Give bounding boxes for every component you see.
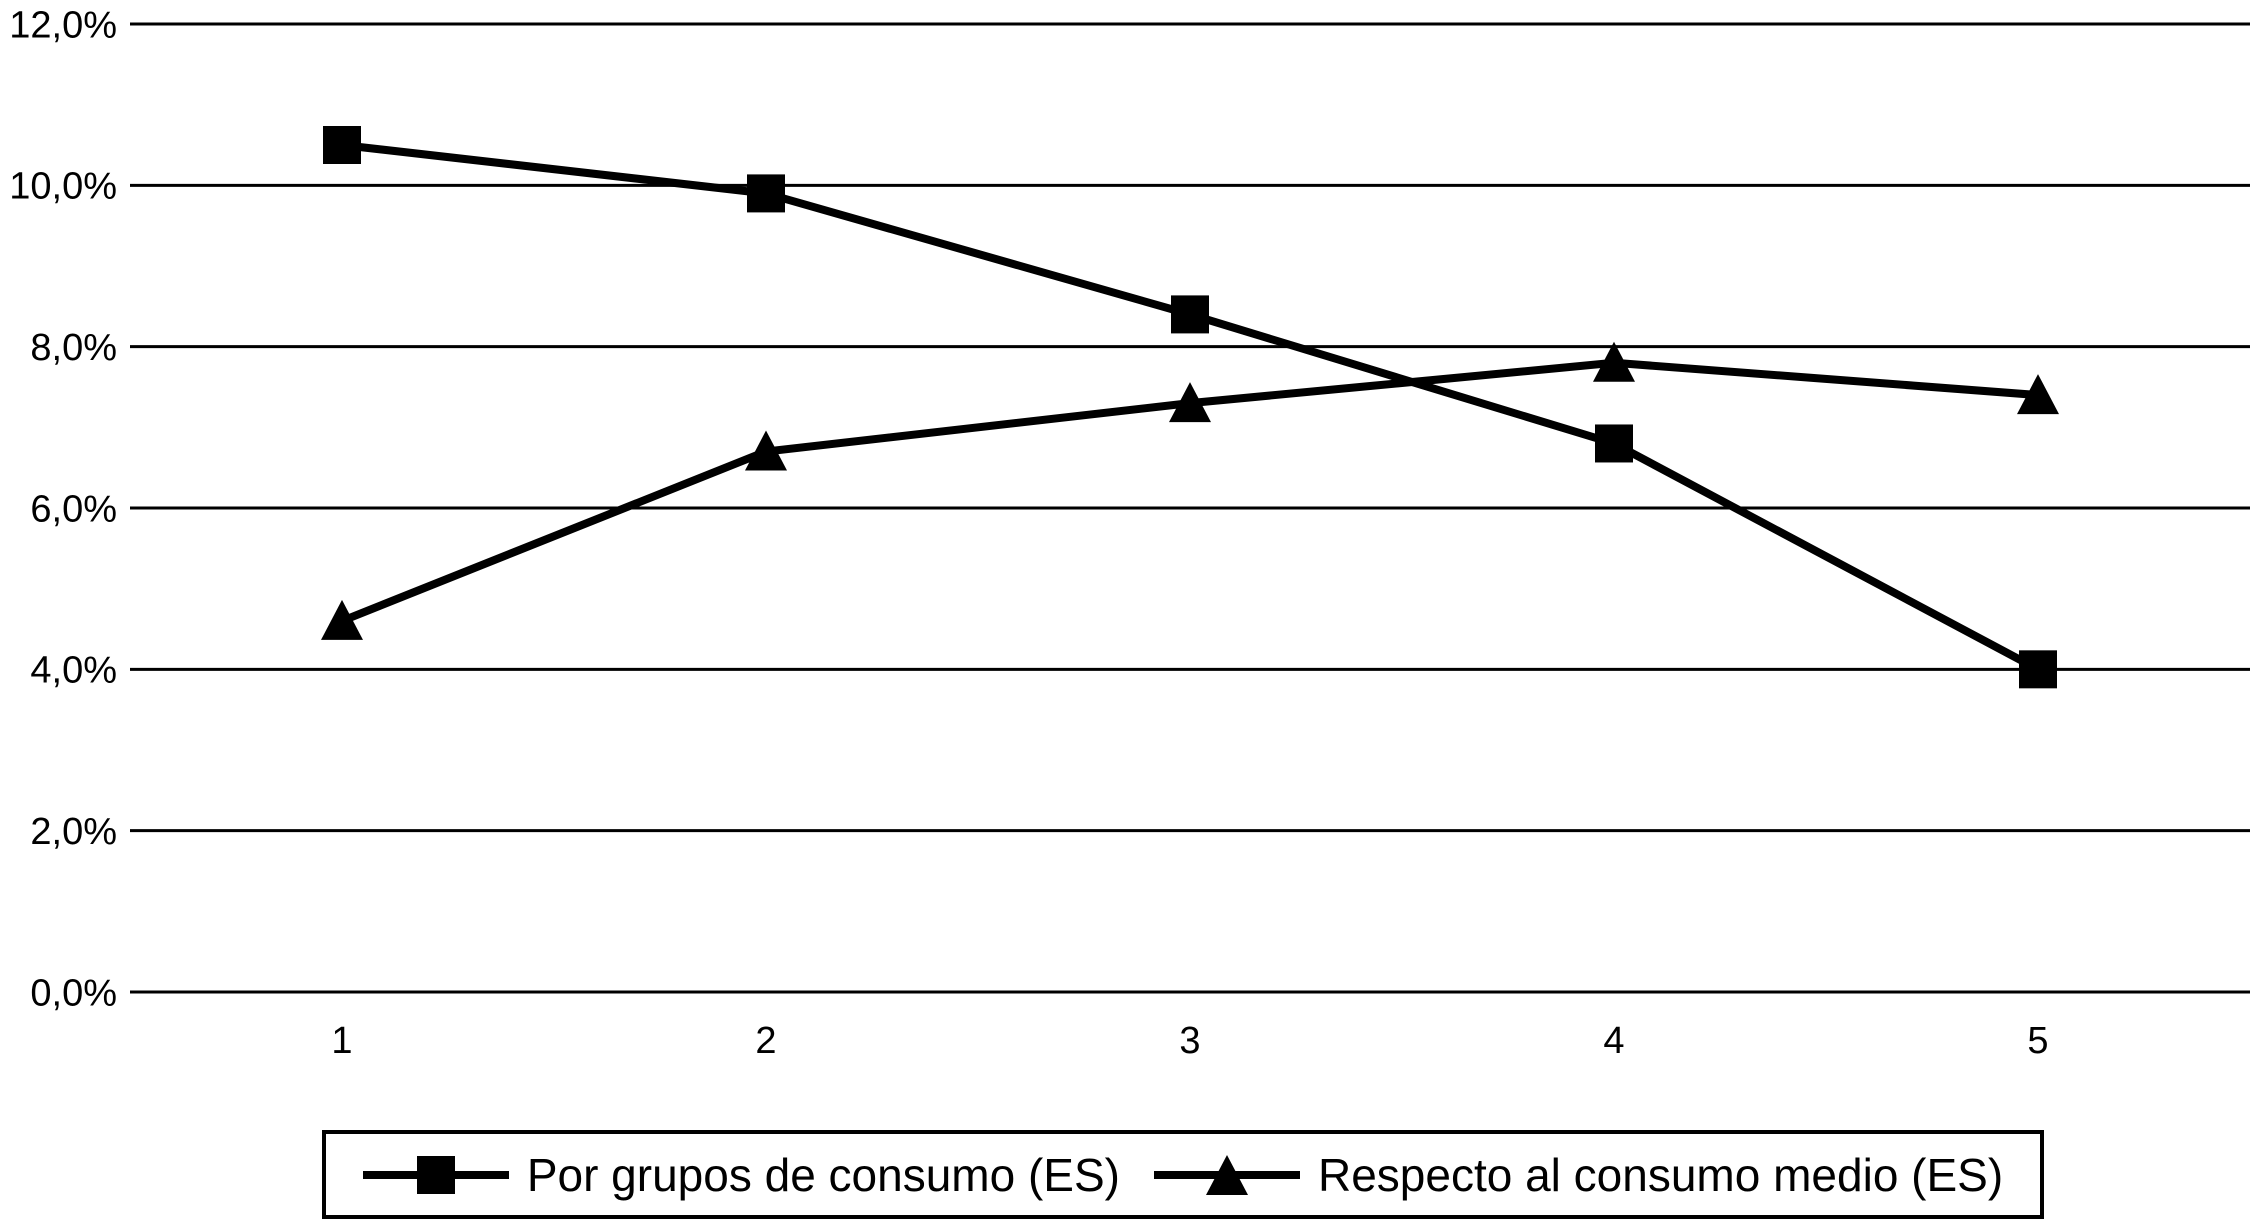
triangle-marker: [1593, 341, 1635, 382]
y-tick-label: 12,0%: [9, 4, 117, 46]
x-tick-label: 3: [1179, 1020, 1200, 1062]
legend-item-respecto: Respecto al consumo medio (ES): [1153, 1148, 2004, 1201]
x-tick-label: 2: [755, 1020, 776, 1062]
triangle-marker-sample: [1153, 1154, 1300, 1195]
triangle-marker: [321, 599, 363, 640]
x-tick-label: 5: [2027, 1020, 2048, 1062]
triangle-icon: [1205, 1154, 1248, 1195]
y-tick-label: 2,0%: [30, 811, 117, 853]
x-tick-label: 1: [331, 1020, 352, 1062]
legend-label-respecto: Respecto al consumo medio (ES): [1317, 1148, 2004, 1201]
y-tick-label: 0,0%: [30, 972, 117, 1014]
square-marker: [2019, 650, 2057, 689]
square-icon: [416, 1155, 455, 1194]
y-tick-label: 4,0%: [30, 650, 117, 692]
triangle-marker: [745, 430, 787, 471]
square-marker-sample: [362, 1155, 509, 1194]
x-tick-label: 4: [1603, 1020, 1624, 1062]
triangle-marker: [2017, 374, 2059, 415]
legend-label-por-grupos: Por grupos de consumo (ES): [526, 1148, 1120, 1201]
legend: Por grupos de consumo (ES) Respecto al c…: [322, 1130, 2044, 1219]
triangle-marker: [1169, 382, 1211, 423]
square-marker: [1595, 424, 1633, 463]
y-tick-label: 6,0%: [30, 488, 117, 530]
y-tick-label: 10,0%: [9, 166, 117, 208]
square-marker: [323, 126, 361, 164]
y-tick-label: 8,0%: [30, 327, 117, 369]
legend-item-por-grupos: Por grupos de consumo (ES): [362, 1148, 1120, 1201]
square-marker: [1171, 295, 1209, 334]
square-marker: [747, 174, 785, 213]
